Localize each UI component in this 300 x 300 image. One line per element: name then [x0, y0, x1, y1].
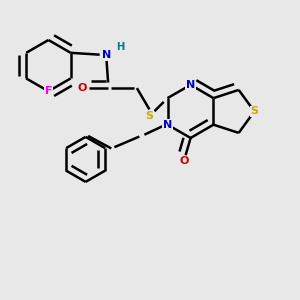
Text: N: N — [186, 80, 195, 90]
Text: O: O — [179, 156, 188, 167]
Text: O: O — [78, 83, 87, 93]
Text: F: F — [45, 86, 52, 96]
Text: S: S — [146, 111, 153, 121]
Text: S: S — [250, 106, 258, 116]
Text: O: O — [78, 83, 87, 93]
Text: H: H — [116, 42, 124, 52]
Text: N: N — [186, 80, 195, 90]
Text: N: N — [163, 120, 172, 130]
Text: N: N — [102, 50, 111, 60]
Text: N: N — [102, 50, 111, 60]
Text: S: S — [146, 111, 153, 121]
Text: H: H — [116, 42, 124, 52]
Text: O: O — [179, 156, 188, 167]
Text: S: S — [250, 106, 258, 116]
Text: N: N — [163, 120, 172, 130]
Text: F: F — [45, 86, 52, 96]
